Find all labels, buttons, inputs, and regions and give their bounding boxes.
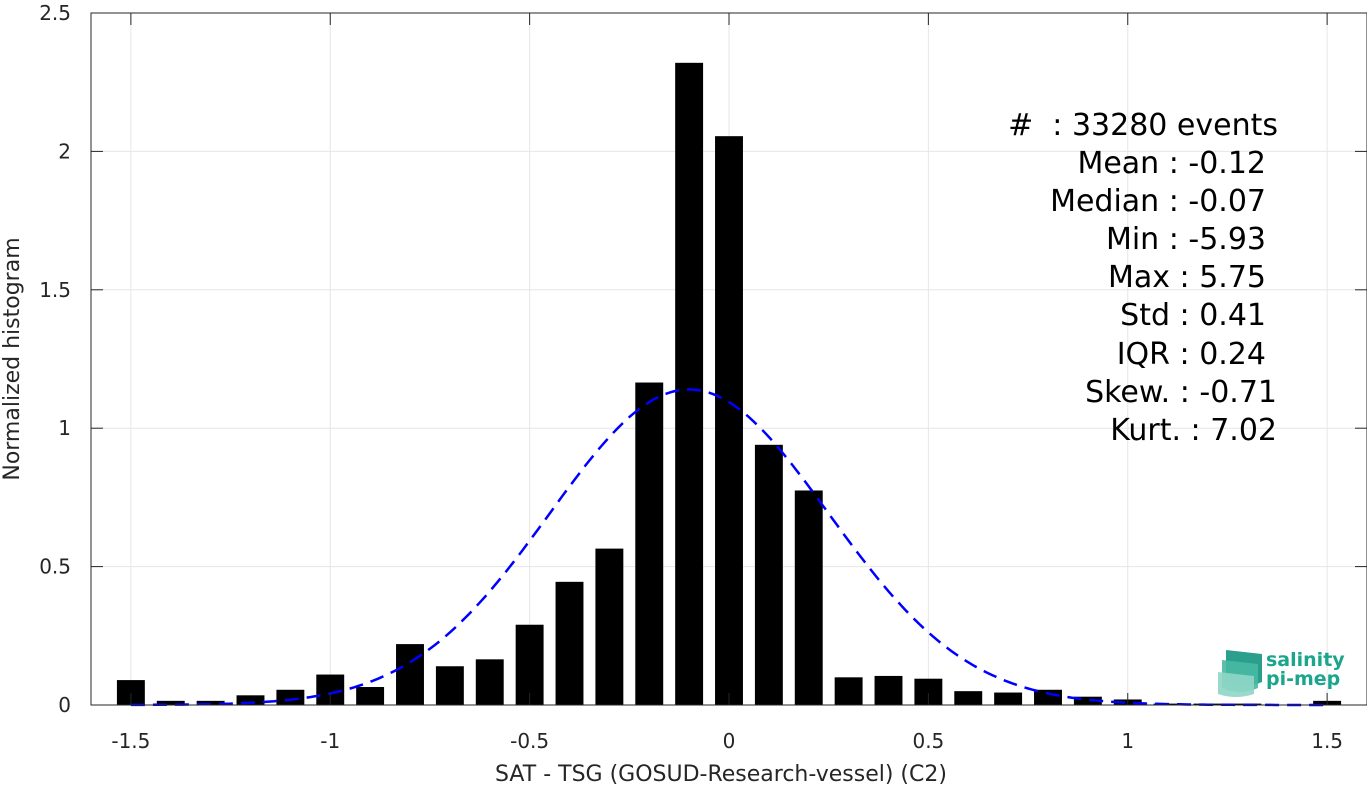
histogram-bar-14 [675, 62, 704, 706]
histogram-bar-23 [1034, 689, 1062, 705]
x-axis-label: SAT - TSG (GOSUD-Research-vessel) (C2) [495, 762, 947, 785]
logo-line2: pi-mep [1266, 668, 1340, 690]
histogram-bar-9 [475, 659, 504, 705]
histogram-bar-8 [435, 666, 464, 705]
histogram-bar-24 [1073, 696, 1102, 705]
x-tick-label-1: -1 [320, 729, 340, 753]
y-tick-label-3: 1.5 [39, 278, 71, 302]
stat-std: Std : 0.41 [1120, 298, 1266, 333]
x-tick-label-5: 1 [1121, 729, 1134, 753]
x-tick-label-2: -0.5 [510, 729, 549, 753]
histogram-bar-16 [754, 444, 783, 705]
histogram-bar-10 [515, 624, 544, 705]
y-tick-label-4: 2 [58, 139, 71, 163]
x-tick-label-3: 0 [723, 729, 736, 753]
y-tick-label-5: 2.5 [39, 1, 71, 25]
histogram-bar-21 [954, 691, 983, 705]
histogram-bar-18 [834, 677, 863, 705]
histogram-bar-22 [994, 692, 1023, 705]
y-tick-label-1: 0.5 [39, 555, 71, 579]
wave-logo-icon [1218, 650, 1262, 697]
statistics-annotation: # : 33280 events Mean : -0.12 Median : -… [1008, 108, 1278, 448]
stat-median: Median : -0.07 [1050, 184, 1266, 219]
histogram-bars [116, 62, 1342, 706]
histogram-bar-19 [874, 675, 903, 705]
x-tick-label-0: -1.5 [111, 729, 150, 753]
logo-line1: salinity [1266, 649, 1345, 671]
histogram-bar-15 [715, 136, 743, 705]
stat-max: Max : 5.75 [1108, 260, 1266, 295]
salinity-pi-mep-logo: salinity pi-mep [1218, 649, 1345, 697]
stat-events: # : 33280 events [1008, 108, 1278, 143]
histogram-bar-4 [276, 689, 305, 705]
stat-iqr: IQR : 0.24 [1117, 337, 1266, 372]
y-tick-label-2: 1 [58, 416, 71, 440]
y-tick-label-0: 0 [58, 693, 71, 717]
x-tick-label-6: 1.5 [1311, 729, 1343, 753]
stat-kurt: Kurt. : 7.02 [1110, 413, 1277, 448]
stat-mean: Mean : -0.12 [1077, 146, 1266, 181]
histogram-bar-12 [595, 548, 624, 705]
histogram-bar-1 [156, 700, 185, 705]
histogram-bar-11 [555, 581, 584, 705]
stat-skew: Skew. : -0.71 [1085, 375, 1277, 410]
stat-min: Min : -5.93 [1106, 222, 1266, 257]
tick-labels: -1.5 -1 -0.5 0 0.5 1 1.5 0 0.5 1 1.5 2 2.5 [39, 1, 1343, 753]
x-tick-label-4: 0.5 [912, 729, 944, 753]
histogram-bar-6 [356, 687, 385, 705]
histogram-bar-7 [396, 644, 424, 705]
axes [90, 12, 1367, 706]
histogram-bar-17 [794, 490, 823, 705]
y-axis-label: Normalized histogram [0, 237, 25, 480]
histogram-bar-3 [236, 695, 265, 705]
histogram-bar-13 [635, 382, 664, 705]
